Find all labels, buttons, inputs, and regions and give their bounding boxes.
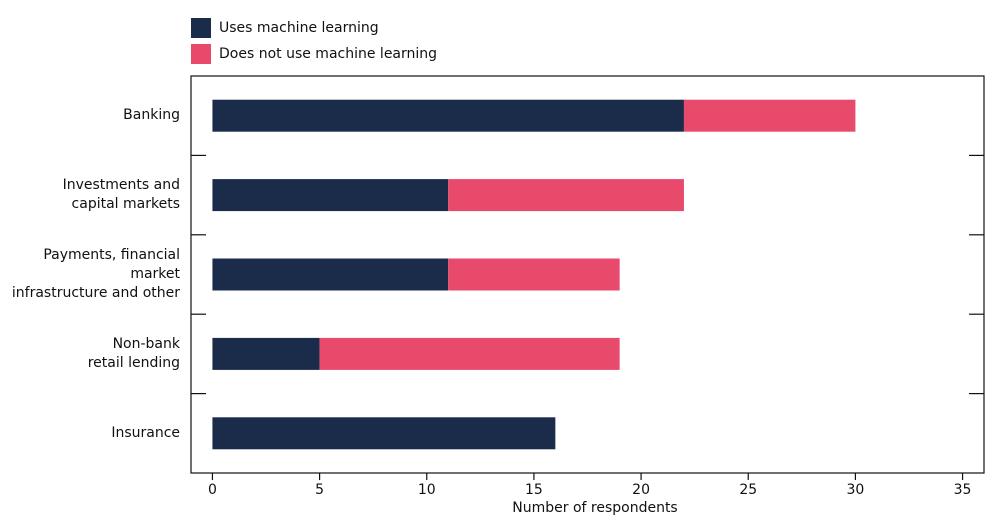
- x-tick-label: 35: [954, 482, 972, 498]
- y-tick-label: Payments, financial market infrastructur…: [11, 247, 180, 301]
- bar: [212, 179, 449, 212]
- x-tick-label: 15: [525, 482, 543, 498]
- bar: [212, 337, 320, 370]
- y-tick-label: Banking: [123, 107, 180, 124]
- bar: [212, 417, 556, 450]
- x-axis-label: Number of respondents: [512, 500, 677, 516]
- legend-swatch: [191, 44, 211, 64]
- legend-swatch: [191, 18, 211, 38]
- y-tick-label: Investments and capital markets: [62, 177, 180, 213]
- x-tick-label: 30: [846, 482, 864, 498]
- bar: [212, 258, 449, 291]
- plot-frame: [190, 75, 985, 474]
- legend-label: Uses machine learning: [219, 20, 379, 36]
- legend-label: Does not use machine learning: [219, 46, 437, 62]
- x-tick-label: 25: [739, 482, 757, 498]
- y-tick-label: Non-bank retail lending: [87, 335, 180, 371]
- y-tick-label: Insurance: [111, 424, 180, 441]
- bar: [448, 179, 684, 212]
- x-tick-label: 20: [632, 482, 650, 498]
- x-tick-label: 10: [418, 482, 436, 498]
- bar: [448, 258, 620, 291]
- bar: [212, 99, 684, 132]
- bar: [319, 337, 620, 370]
- x-tick-label: 5: [315, 482, 324, 498]
- bar: [683, 99, 856, 132]
- x-tick-label: 0: [208, 482, 217, 498]
